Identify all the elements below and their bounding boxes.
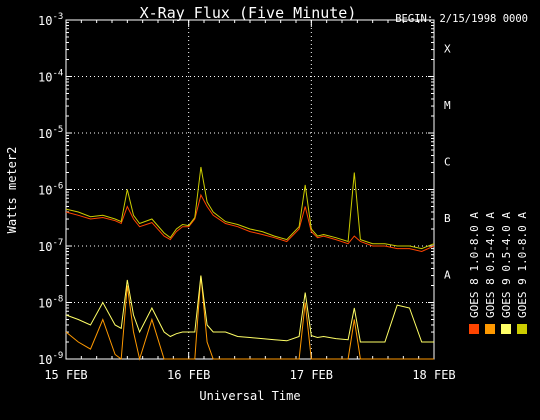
legend-label: GOES 9 0.5-4.0 A — [500, 212, 513, 318]
series-line — [65, 166, 435, 250]
x-tick-label: 17 FEB — [290, 368, 333, 382]
flare-class-labels: A B C M X — [444, 42, 451, 281]
y-tick-label: 10-9 — [38, 351, 63, 367]
x-axis: 15 FEB 16 FEB 17 FEB 18 FEB — [44, 20, 456, 382]
legend-label: GOES 9 1.0-8.0 A — [516, 212, 529, 318]
flare-class-label: A — [444, 268, 451, 281]
y-axis-label: Watts meter2 — [5, 147, 19, 234]
grid — [66, 20, 434, 359]
flare-class-label: C — [444, 155, 451, 168]
series-line — [65, 275, 434, 343]
y-tick-label: 10-3 — [38, 12, 63, 28]
series-line — [65, 193, 435, 253]
flare-class-label: M — [444, 99, 451, 112]
legend-swatch — [517, 324, 527, 334]
y-tick-label: 10-4 — [38, 69, 63, 85]
y-tick-label: 10-7 — [38, 238, 63, 254]
legend-swatch — [501, 324, 511, 334]
legend-label: GOES 8 1.0-8.0 A — [468, 212, 481, 318]
chart-subtitle: BEGIN: 2/15/1998 0000 — [395, 13, 528, 25]
y-tick-label: 10-5 — [38, 125, 63, 141]
series-line — [65, 275, 434, 361]
legend-swatch — [469, 324, 479, 334]
flare-class-label: B — [444, 212, 451, 225]
flare-class-label: X — [444, 42, 451, 55]
legend: GOES 8 1.0-8.0 A GOES 8 0.5-4.0 A GOES 9 0… — [468, 212, 529, 334]
x-axis-label: Universal Time — [199, 389, 300, 403]
x-tick-label: 16 FEB — [167, 368, 210, 382]
series-lines — [65, 166, 435, 361]
x-tick-label: 15 FEB — [44, 368, 87, 382]
legend-label: GOES 8 0.5-4.0 A — [484, 212, 497, 318]
y-tick-label: 10-8 — [38, 295, 63, 311]
legend-swatch — [485, 324, 495, 334]
x-tick-label: 18 FEB — [412, 368, 455, 382]
chart-title: X-Ray Flux (Five Minute) — [140, 4, 357, 22]
y-tick-label: 10-6 — [38, 182, 63, 198]
